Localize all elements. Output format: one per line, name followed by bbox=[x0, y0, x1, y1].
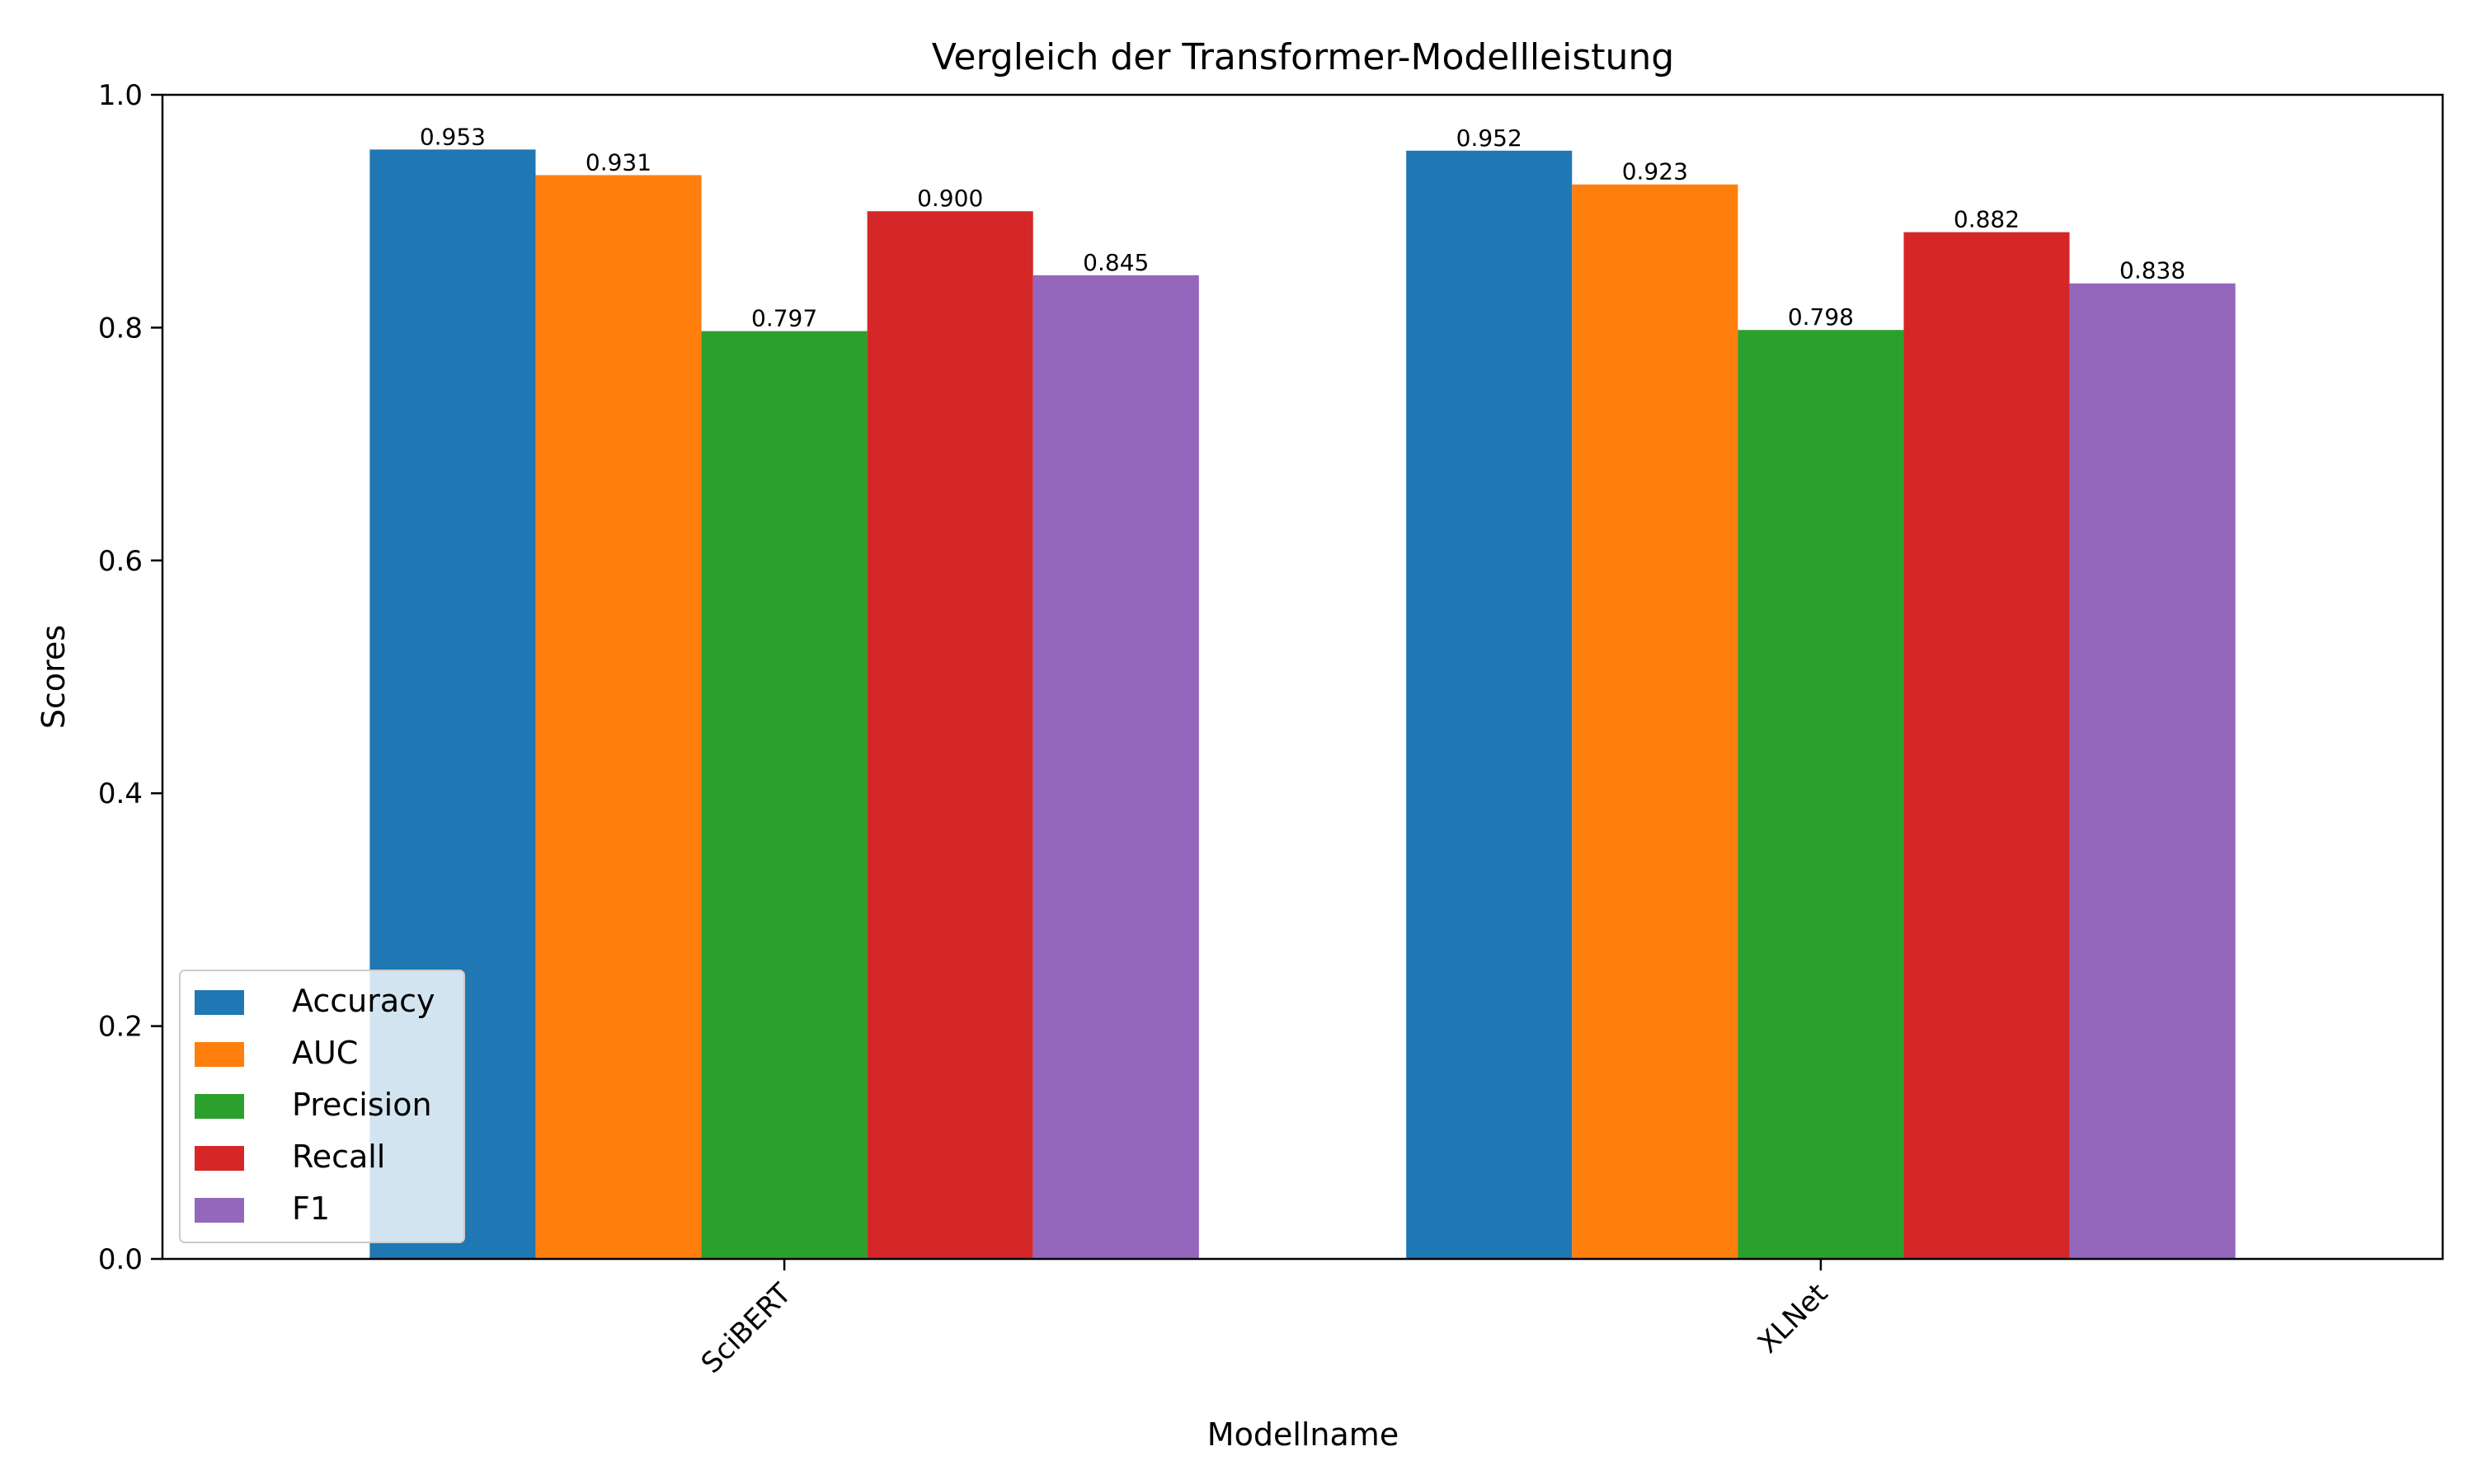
bar-auc-xlnet bbox=[1572, 185, 1738, 1259]
legend-label-recall: Recall bbox=[292, 1139, 385, 1175]
bar-value-label: 0.798 bbox=[1788, 303, 1854, 331]
legend-swatch-precision bbox=[195, 1094, 244, 1119]
bar-value-label: 0.923 bbox=[1622, 158, 1688, 186]
legend-label-precision: Precision bbox=[292, 1087, 432, 1123]
bar-auc-scibert bbox=[535, 175, 701, 1259]
bar-precision-xlnet bbox=[1738, 330, 1903, 1259]
bar-accuracy-xlnet bbox=[1406, 151, 1572, 1259]
y-tick-label: 0.4 bbox=[98, 777, 143, 810]
chart-title: Vergleich der Transformer-Modellleistung bbox=[932, 36, 1674, 78]
legend-swatch-accuracy bbox=[195, 990, 244, 1015]
bar-value-label: 0.931 bbox=[586, 148, 651, 176]
y-tick-label: 0.8 bbox=[98, 312, 143, 345]
legend-label-f1: F1 bbox=[292, 1190, 330, 1227]
x-axis-label: Modellname bbox=[1207, 1416, 1399, 1453]
y-tick-label: 0.2 bbox=[98, 1011, 143, 1044]
bar-value-label: 0.900 bbox=[917, 185, 983, 212]
legend-label-auc: AUC bbox=[292, 1035, 358, 1071]
bar-value-label: 0.797 bbox=[751, 305, 817, 332]
legend-label-accuracy: Accuracy bbox=[292, 983, 435, 1019]
bar-precision-scibert bbox=[702, 331, 868, 1259]
bar-recall-scibert bbox=[868, 211, 1033, 1259]
bar-value-label: 0.845 bbox=[1083, 249, 1149, 276]
bar-recall-xlnet bbox=[1903, 232, 2069, 1259]
x-axis: SciBERT XLNet bbox=[695, 1259, 1835, 1380]
bar-value-label: 0.882 bbox=[1954, 206, 2020, 233]
y-tick-label: 1.0 bbox=[98, 79, 143, 112]
y-tick-label: 0.0 bbox=[98, 1243, 143, 1276]
bar-value-label: 0.953 bbox=[420, 123, 486, 150]
legend-swatch-f1 bbox=[195, 1198, 244, 1223]
x-tick-label: SciBERT bbox=[695, 1277, 798, 1380]
bar-value-label: 0.838 bbox=[2119, 257, 2185, 284]
y-tick-label: 0.6 bbox=[98, 545, 143, 578]
x-tick-label: XLNet bbox=[1752, 1277, 1834, 1360]
bar-f1-xlnet bbox=[2070, 284, 2236, 1259]
y-axis: 0.0 0.2 0.4 0.6 0.8 1.0 bbox=[98, 79, 162, 1276]
legend-swatch-auc bbox=[195, 1042, 244, 1067]
bar-f1-scibert bbox=[1033, 275, 1199, 1259]
y-axis-label: Scores bbox=[35, 625, 72, 729]
bars-group bbox=[369, 149, 2235, 1259]
legend: Accuracy AUC Precision Recall F1 bbox=[180, 970, 464, 1242]
bar-value-label: 0.952 bbox=[1456, 124, 1522, 152]
legend-swatch-recall bbox=[195, 1146, 244, 1171]
